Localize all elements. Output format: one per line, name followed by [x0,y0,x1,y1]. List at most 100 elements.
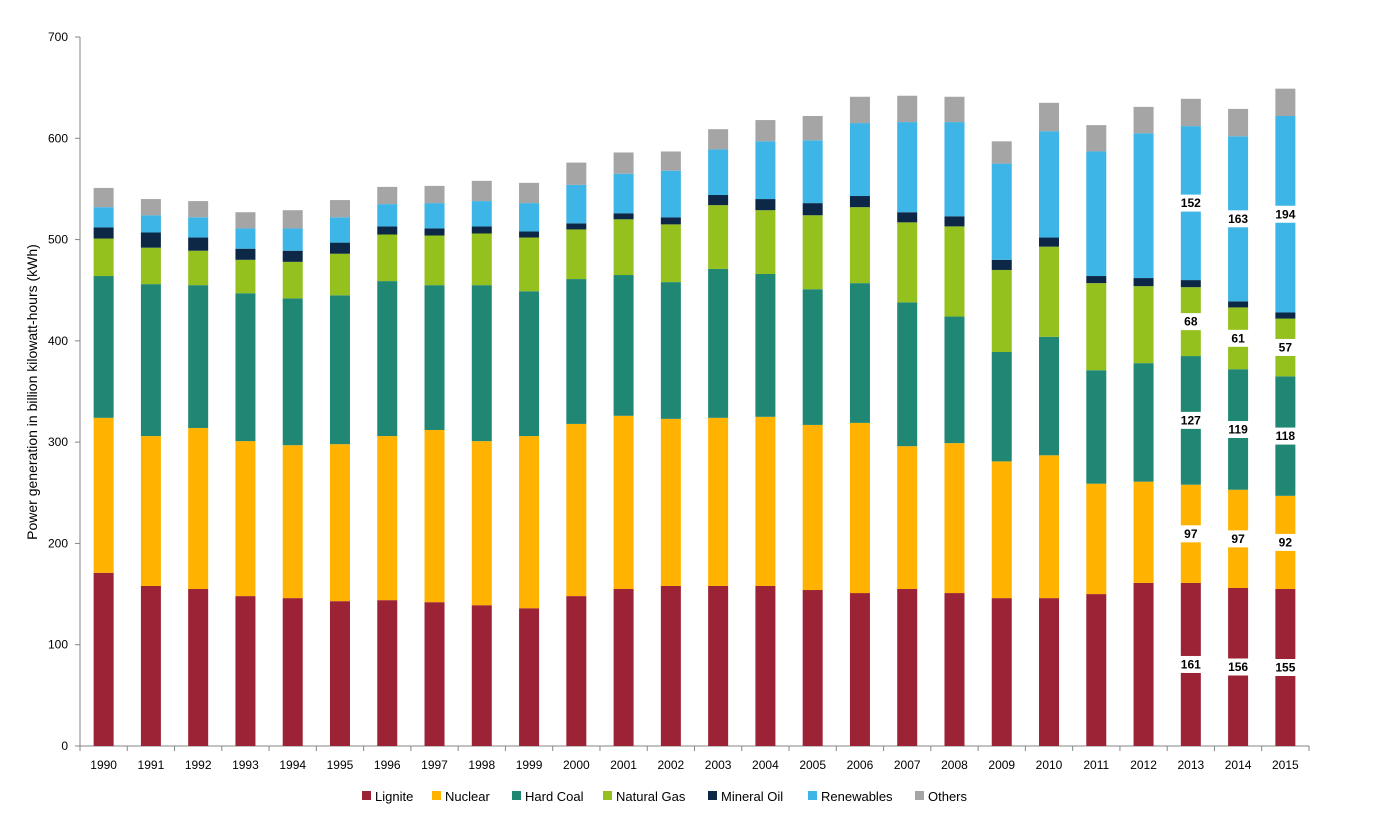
legend-swatch [362,791,371,800]
bar-segment-renewables [566,184,587,224]
bar-segment-nuclear [93,417,114,573]
x-tick-label: 1991 [138,758,165,772]
bars [93,88,1296,746]
bar-segment-renewables [897,122,918,213]
bar-segment-hard-coal [188,285,209,428]
x-tick-label: 1993 [232,758,259,772]
bar-segment-natural-gas [944,226,965,317]
bar-segment-mineral-oil [566,223,587,230]
bar-segment-lignite [188,589,209,746]
data-label: 61 [1231,331,1245,345]
x-tick-label: 2003 [705,758,732,772]
bar-segment-mineral-oil [613,213,634,220]
bar-segment-mineral-oil [519,231,540,238]
data-label: 68 [1184,315,1198,329]
bar-segment-others [849,96,870,124]
data-label: 127 [1181,413,1201,427]
bar-segment-hard-coal [519,291,540,437]
x-tick-label: 2005 [799,758,826,772]
bar-segment-others [1039,102,1060,132]
bar-segment-nuclear [471,441,492,606]
bar-segment-natural-gas [235,259,256,294]
bar-segment-mineral-oil [1039,237,1060,247]
legend-swatch [432,791,441,800]
bar-segment-lignite [93,572,114,746]
legend-label: Others [928,789,968,804]
bar-segment-hard-coal [377,281,398,437]
bar-segment-hard-coal [140,284,161,437]
bar-segment-others [1133,106,1154,134]
bar-segment-mineral-oil [329,242,350,254]
data-label: 97 [1231,532,1245,546]
x-tick-label: 1998 [468,758,495,772]
bar-segment-renewables [802,140,823,204]
bar-segment-renewables [188,217,209,238]
bar-segment-mineral-oil [755,199,776,211]
bar-segment-nuclear [802,424,823,591]
bar-segment-mineral-oil [897,212,918,223]
bar-segment-mineral-oil [802,203,823,216]
bar-segment-hard-coal [93,276,114,418]
bar-segment-lignite [329,601,350,746]
legend-label: Natural Gas [616,789,686,804]
bar-segment-nuclear [1133,481,1154,583]
data-label: 163 [1228,212,1248,226]
x-axis: 1990 1991 1992 1993 1994 1995 1996 1997 1998 1999… [79,745,1310,772]
bar-segment-lignite [424,602,445,746]
bar-segment-others [329,200,350,218]
bar-segment-hard-coal [424,285,445,430]
bar-segment-nuclear [235,441,256,597]
bar-segment-lignite [897,589,918,746]
bar-segment-mineral-oil [991,259,1012,270]
x-tick-label: 2013 [1177,758,1204,772]
x-tick-label: 1997 [421,758,448,772]
bar-segment-others [660,151,681,171]
legend-label: Mineral Oil [721,789,783,804]
bar-segment-lignite [944,593,965,746]
bar-segment-mineral-oil [660,217,681,225]
bar-segment-nuclear [188,427,209,590]
bar-segment-others [471,180,492,202]
bar-segment-lignite [849,593,870,746]
data-label-box [1226,329,1251,347]
data-label-box [1269,659,1302,677]
bar-segment-natural-gas [424,235,445,286]
bar-segment-renewables [377,204,398,227]
x-tick-label: 1999 [516,758,543,772]
y-tick-label: 700 [48,30,68,44]
bar-segment-renewables [329,217,350,243]
x-tick-label: 2007 [894,758,921,772]
bar-segment-natural-gas [708,205,729,269]
bar-segment-natural-gas [849,207,870,284]
bar-segment-others [1275,88,1296,117]
bar-segment-lignite [1086,594,1107,746]
data-label: 92 [1279,535,1293,549]
bar-segment-lignite [235,596,256,746]
data-label-box [1269,205,1302,223]
bar-segment-nuclear [329,444,350,602]
bar-segment-mineral-oil [235,248,256,260]
bar-segment-natural-gas [377,234,398,282]
legend-label: Nuclear [445,789,490,804]
data-label-box [1174,411,1207,429]
x-tick-label: 2006 [847,758,874,772]
data-label: 161 [1181,657,1201,671]
x-tick-label: 2004 [752,758,779,772]
data-label: 156 [1228,660,1248,674]
bar-segment-nuclear [1039,455,1060,599]
y-tick-label: 400 [48,334,68,348]
bar-segment-natural-gas [188,250,209,286]
data-label-box [1226,530,1251,548]
bar-segment-renewables [613,173,634,214]
bar-segment-lignite [660,585,681,746]
bar-segment-hard-coal [944,316,965,444]
x-tick-label: 2002 [658,758,685,772]
bar-segment-renewables [991,163,1012,260]
bar-segment-hard-coal [991,351,1012,462]
bar-segment-hard-coal [755,274,776,417]
y-axis-title: Power generation in billion kilowatt-hou… [24,244,40,540]
bar-segment-mineral-oil [188,237,209,251]
x-tick-label: 1992 [185,758,212,772]
bar-segment-others [802,116,823,141]
